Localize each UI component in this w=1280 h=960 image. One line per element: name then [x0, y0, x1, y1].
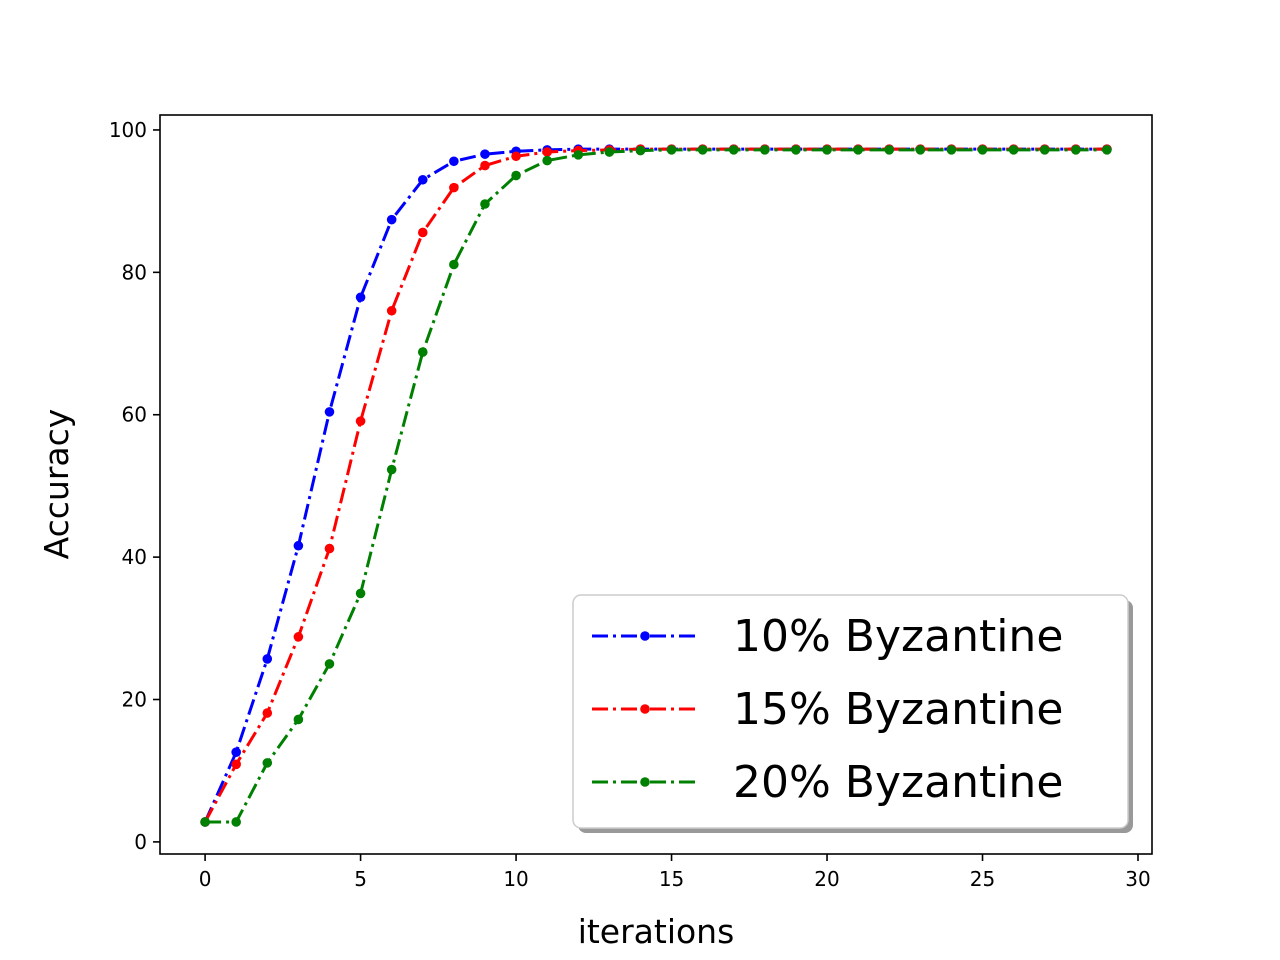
- data-point: [542, 155, 552, 166]
- y-tick-label: 0: [134, 830, 147, 854]
- data-point: [480, 149, 490, 159]
- legend-label: 10% Byzantine: [733, 611, 1063, 662]
- data-point: [915, 145, 926, 155]
- legend-marker: [640, 704, 650, 714]
- data-point: [324, 659, 335, 669]
- x-axis-label: iterations: [578, 912, 735, 951]
- data-point: [355, 292, 366, 303]
- data-point: [262, 708, 273, 718]
- data-point: [791, 145, 801, 155]
- data-point: [666, 145, 677, 155]
- data-point: [449, 156, 459, 167]
- data-point: [511, 151, 521, 162]
- data-point: [573, 150, 584, 160]
- data-point: [449, 259, 459, 270]
- legend-label: 15% Byzantine: [733, 684, 1063, 735]
- data-point: [262, 758, 273, 768]
- data-point: [293, 714, 304, 725]
- data-point: [386, 305, 397, 316]
- data-point: [386, 214, 397, 225]
- data-point: [728, 145, 739, 155]
- data-point: [355, 588, 366, 599]
- data-point: [1008, 145, 1019, 155]
- data-point: [231, 817, 241, 827]
- legend-marker: [640, 631, 650, 641]
- data-point: [324, 543, 335, 554]
- y-tick-label: 60: [122, 403, 147, 427]
- data-point: [262, 654, 273, 664]
- y-axis-label: Accuracy: [37, 409, 76, 560]
- data-point: [231, 759, 241, 770]
- data-point: [635, 145, 646, 156]
- data-point: [1102, 145, 1112, 155]
- x-tick-label: 5: [354, 867, 367, 891]
- series-line-2: [203, 147, 1107, 823]
- data-point: [1071, 145, 1081, 155]
- data-point: [511, 170, 521, 181]
- data-point: [604, 147, 615, 157]
- x-tick-label: 25: [970, 867, 995, 891]
- data-point: [884, 145, 895, 155]
- legend: 10% Byzantine 15% Byzantine 20% Byzantine: [572, 594, 1133, 833]
- data-point: [386, 464, 397, 475]
- data-point: [449, 182, 459, 193]
- y-tick-label: 20: [122, 688, 147, 712]
- x-tick-label: 15: [659, 867, 684, 891]
- y-tick-label: 40: [122, 545, 147, 569]
- data-point: [977, 145, 988, 155]
- data-point: [293, 632, 304, 642]
- legend-box: [572, 594, 1129, 829]
- x-tick-label: 30: [1125, 867, 1150, 891]
- legend-marker: [640, 777, 650, 787]
- data-point: [200, 817, 210, 827]
- x-tick-label: 20: [814, 867, 839, 891]
- data-point: [946, 145, 957, 155]
- data-point: [417, 174, 428, 185]
- data-point: [480, 160, 490, 171]
- data-point: [822, 145, 832, 155]
- data-point: [417, 347, 428, 357]
- data-point: [853, 145, 863, 155]
- legend-label: 20% Byzantine: [733, 757, 1063, 808]
- data-point: [293, 540, 304, 551]
- x-tick-label: 10: [503, 867, 528, 891]
- y-tick-label: 100: [109, 118, 147, 142]
- data-point: [542, 147, 552, 157]
- data-point: [697, 145, 708, 155]
- series-layer: [200, 144, 1112, 827]
- x-axis: 0 5 10 15 20 25 30: [199, 854, 1151, 891]
- plot-frame: [159, 114, 1153, 855]
- y-axis: 0 20 40 60 80 100: [109, 118, 160, 854]
- y-tick-label: 80: [122, 260, 147, 284]
- data-point: [760, 145, 770, 155]
- data-point: [324, 407, 335, 417]
- x-tick-label: 0: [199, 867, 212, 891]
- data-point: [417, 227, 428, 238]
- data-point: [480, 199, 490, 209]
- data-point: [1039, 145, 1050, 155]
- data-point: [231, 747, 241, 757]
- data-point: [355, 416, 366, 426]
